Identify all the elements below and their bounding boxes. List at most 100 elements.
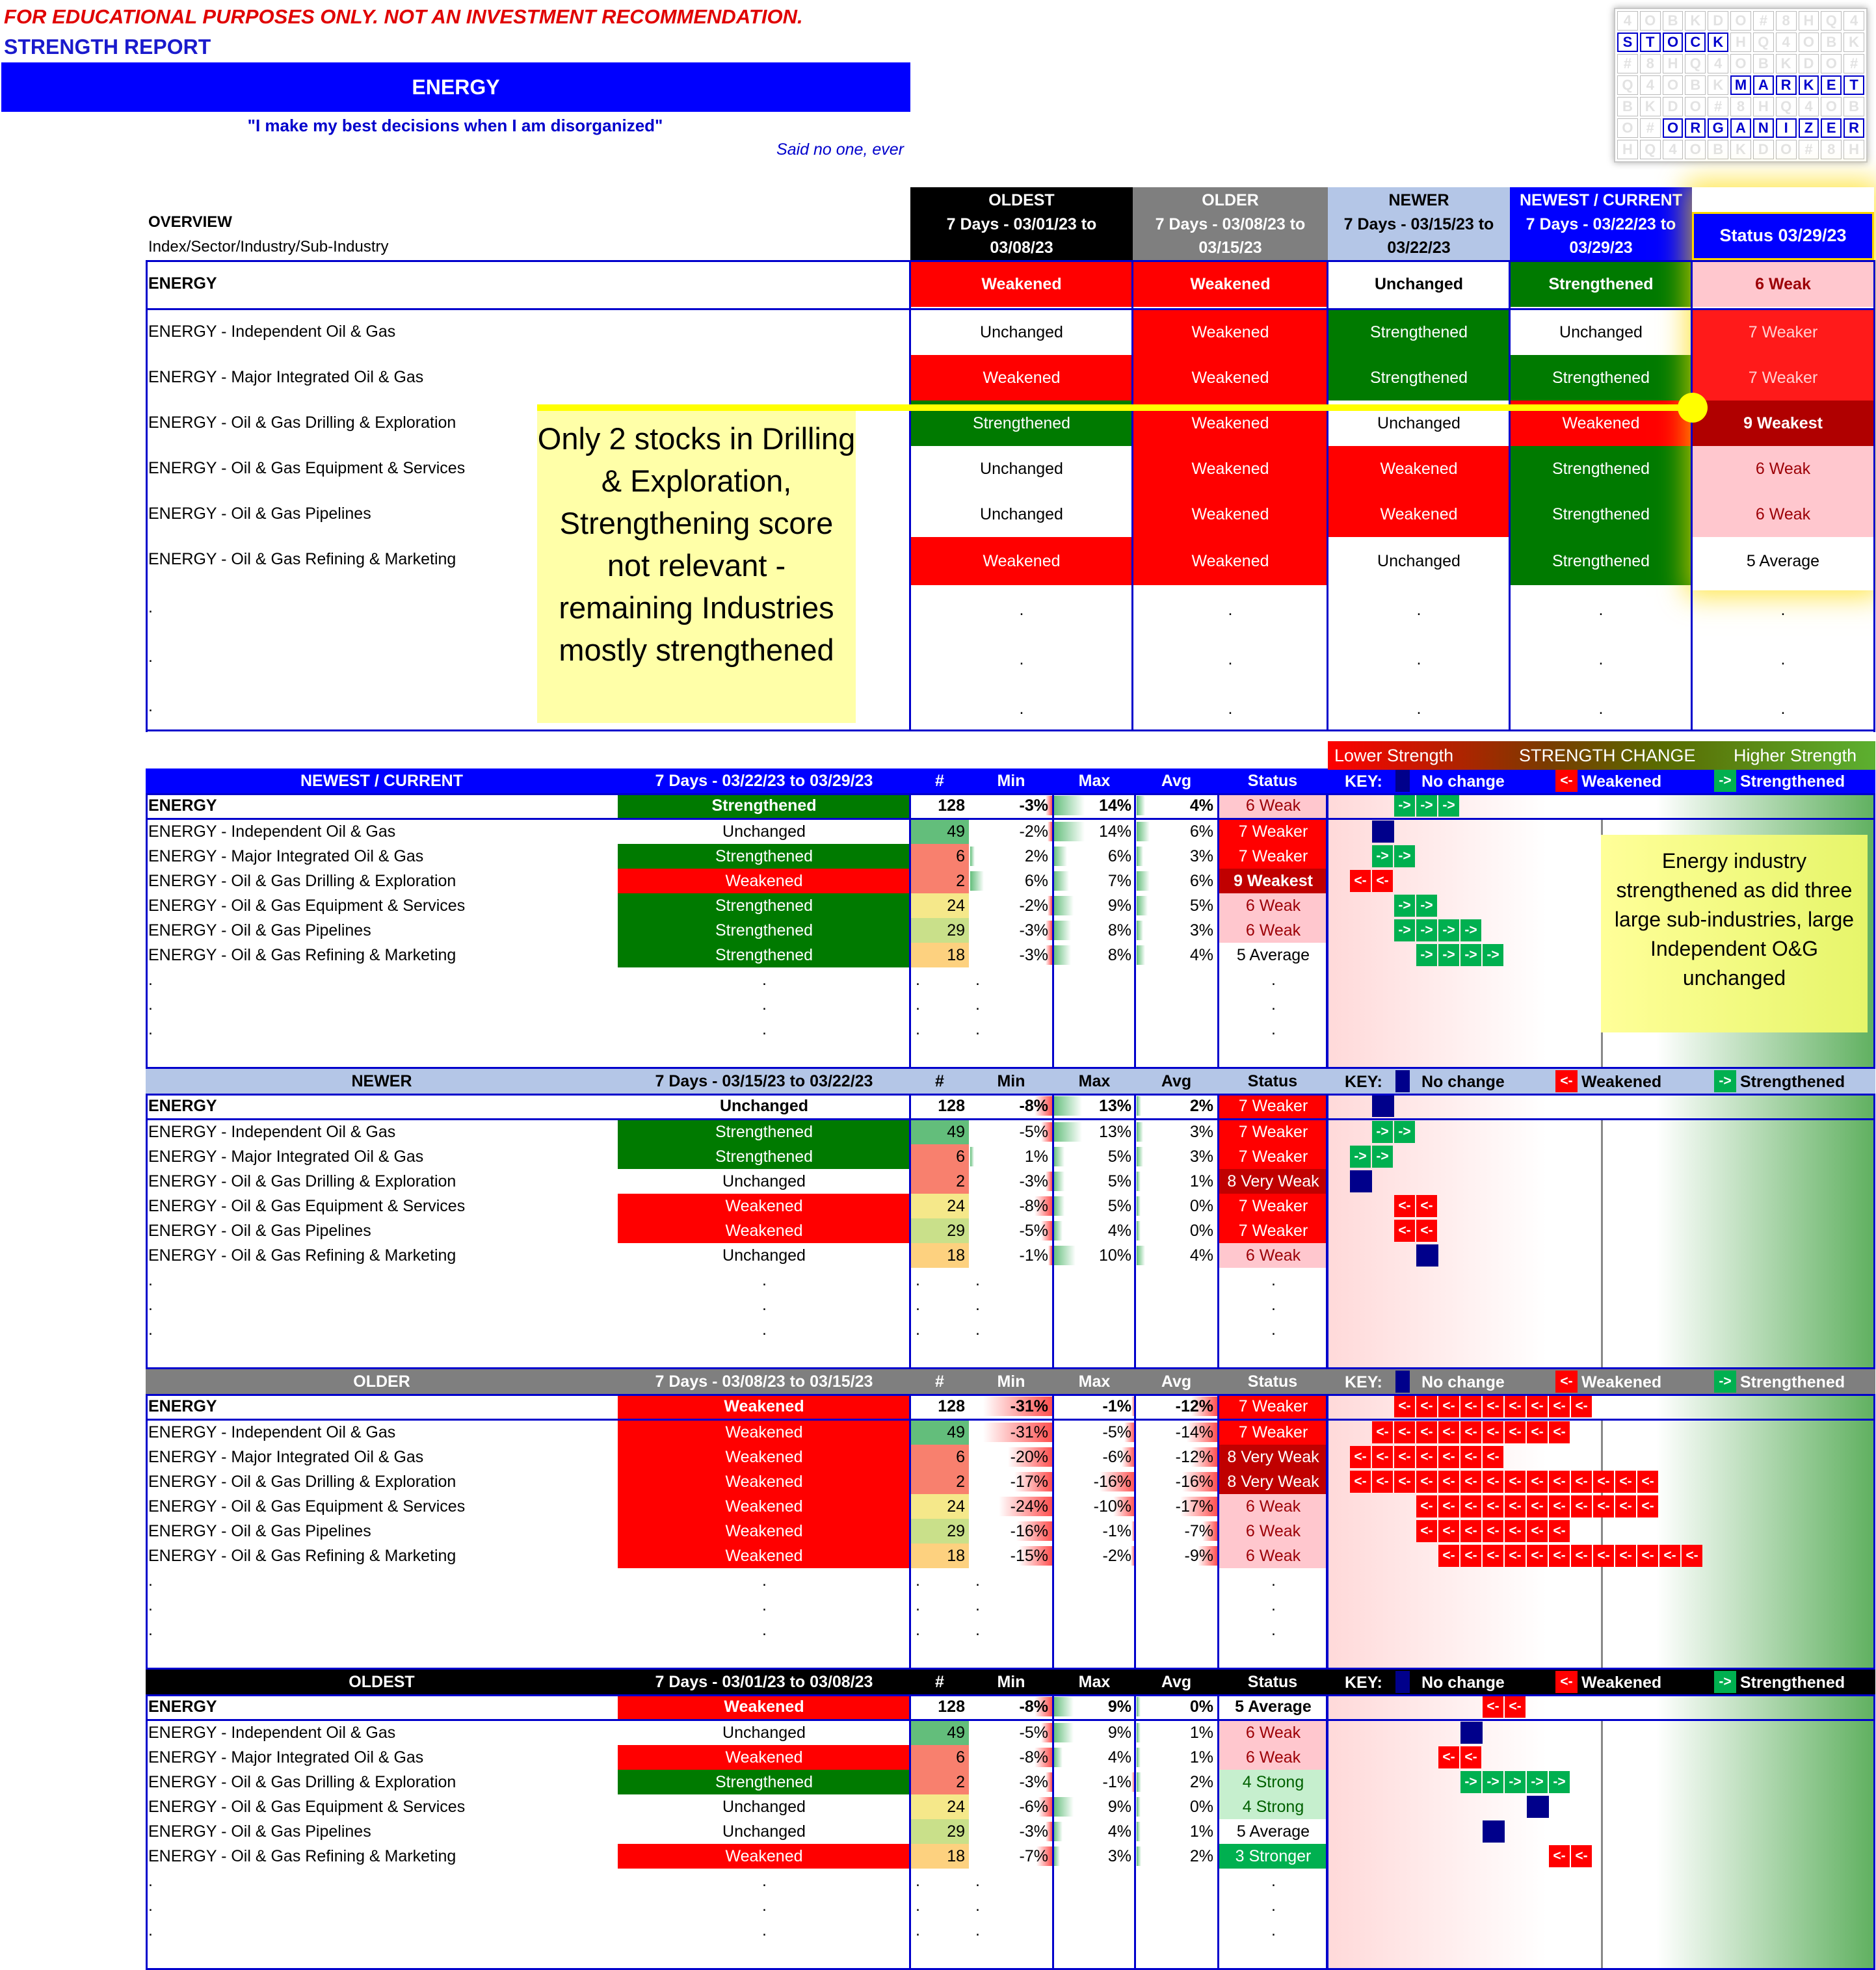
change-arrow-icon: <- [1527,1395,1548,1417]
change-arrow-icon: <- [1483,1421,1503,1443]
overview-dot: . [1228,600,1233,619]
weakened-key-icon: <- [1555,1371,1578,1393]
table-dot: . [975,1270,980,1289]
count-cell: 18 [910,943,969,967]
change-arrow-icon: -> [1505,1771,1526,1793]
table-col-line [1217,793,1219,1069]
table-dot: . [975,1596,980,1614]
overview-col-line [1131,260,1133,731]
logo-cell: A [1730,118,1751,138]
key-border [1327,793,1875,1069]
change-cell: Weakened [618,869,910,893]
overview-row-label: ENERGY [148,274,217,293]
min-cell: -16% [970,1519,1052,1543]
table-dot: . [762,995,767,1014]
strength-legend-bar [1328,741,1875,770]
table-row-label: ENERGY - Oil & Gas Pipelines [148,1521,371,1540]
col-header-count: # [910,768,969,793]
change-arrow-icon: <- [1483,1520,1503,1542]
disclaimer: FOR EDUCATIONAL PURPOSES ONLY. NOT AN IN… [4,5,803,28]
change-arrow-icon [1416,1244,1438,1267]
change-arrow-icon: <- [1438,1395,1459,1417]
count-cell: 18 [910,1543,969,1568]
table-row-label: ENERGY - Oil & Gas Equipment & Services [148,896,466,915]
overview-dot: . [1019,600,1024,619]
change-arrow-icon: <- [1637,1545,1658,1567]
table-row-label: ENERGY - Oil & Gas Equipment & Services [148,1797,466,1816]
overview-dot: . [1228,650,1233,668]
change-cell: Strengthened [618,918,910,943]
change-cell: Strengthened [618,793,910,818]
overview-dot: . [1598,699,1604,718]
change-arrow-icon: <- [1659,1545,1680,1567]
table-col-line [1134,1394,1136,1670]
logo-cell: Q [1752,33,1774,52]
status-header: Status 03/29/23 [1692,212,1874,260]
overview-dot: . [1228,699,1233,718]
change-arrow-icon: <- [1460,1421,1481,1443]
avg-cell: 0% [1137,1794,1217,1819]
max-cell: -1% [1053,1519,1135,1543]
change-cell: Strengthened [618,1144,910,1169]
count-cell: 128 [910,1694,969,1719]
change-arrow-icon: <- [1593,1471,1614,1493]
key-header [1328,768,1875,793]
key-header [1328,1369,1875,1394]
table-row-label: ENERGY - Major Integrated Oil & Gas [148,847,424,865]
change-arrow-icon: -> [1416,795,1437,817]
table-dot: . [975,1320,980,1339]
change-arrow-icon: -> [1549,1771,1570,1793]
min-cell: -2% [970,819,1052,844]
quote: "I make my best decisions when I am diso… [247,116,663,135]
change-cell: Weakened [618,1844,910,1869]
max-cell: 7% [1053,869,1135,893]
change-arrow-icon: <- [1615,1471,1636,1493]
change-arrow-icon: <- [1416,1495,1437,1517]
overview-status: 7 Weaker [1692,309,1874,355]
change-arrow-icon: -> [1483,1771,1503,1793]
change-arrow-icon: -> [1416,919,1437,941]
key-strengthened: Strengthened [1740,1373,1845,1391]
col-header-count: # [910,1369,969,1394]
count-cell: 6 [910,844,969,869]
avg-cell: -17% [1137,1494,1217,1519]
avg-cell: 5% [1137,893,1217,918]
sector-title: ENERGY [412,75,500,99]
change-arrow-icon: -> [1438,944,1459,966]
count-cell: 18 [910,1243,969,1268]
min-cell: -8% [970,1745,1052,1770]
max-cell: 9% [1053,893,1135,918]
table-line [146,1719,1875,1721]
logo-cell: # [1639,118,1661,138]
status-cell: 9 Weakest [1219,869,1328,893]
change-arrow-icon: <- [1549,1471,1570,1493]
table-dot: . [916,1571,920,1590]
logo-cell: # [1843,54,1864,73]
change-arrow-icon: <- [1527,1495,1548,1517]
count-cell: 6 [910,1445,969,1469]
overview-note: Only 2 stocks in Drilling & Exploration,… [537,411,856,723]
logo-cell: O [1798,33,1819,52]
avg-cell: 3% [1137,844,1217,869]
col-header-avg: Avg [1135,768,1217,793]
overview-cell: Unchanged [1510,309,1692,355]
arrow-midline [1601,1120,1603,1369]
change-arrow-icon: -> [1416,944,1437,966]
status-cell: 7 Weaker [1219,1120,1328,1144]
logo-cell: O [1617,118,1638,138]
logo-cell: O [1685,140,1706,159]
table-col-line [1134,793,1136,1069]
table-col-line [1052,1694,1054,1970]
change-cell: Strengthened [618,1120,910,1144]
change-cell: Weakened [618,1745,910,1770]
table-col-line [1134,1094,1136,1369]
table-row-label: ENERGY - Major Integrated Oil & Gas [148,1447,424,1466]
change-cell: Weakened [618,1218,910,1243]
min-cell: -8% [970,1694,1052,1719]
logo-cell: A [1752,75,1774,95]
status-cell: 8 Very Weak [1219,1169,1328,1194]
overview-dot: . [1598,650,1604,668]
table-dot: . [148,1571,153,1590]
change-arrow-icon: <- [1571,1545,1592,1567]
overview-cell: Strengthened [1510,537,1692,585]
